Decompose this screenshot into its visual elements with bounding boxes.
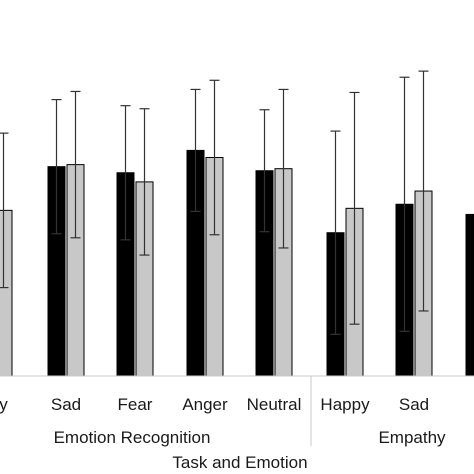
x-tick-label: Anger	[182, 395, 228, 414]
x-tick-label: ppy	[0, 395, 8, 414]
error-bar-series-2-4	[278, 88, 289, 249]
error-bar-series-2-0	[0, 132, 9, 289]
bars-layer	[0, 149, 474, 377]
error-bar-series-1-6	[399, 76, 410, 332]
group-labels-layer: Emotion Recognition Empathy	[54, 428, 446, 447]
x-tick-label: Sad	[51, 395, 81, 414]
error-bar-series-1-2	[120, 105, 131, 241]
tick-labels-layer: ppySadFearAngerNeutralHappySadF	[0, 395, 429, 414]
group-label: Emotion Recognition	[54, 428, 211, 447]
error-bar-series-1-5	[330, 130, 341, 335]
error-bar-series-2-2	[139, 108, 150, 256]
error-bar-series-2-5	[349, 91, 360, 325]
error-bars-layer	[0, 70, 429, 335]
bar-series-1-7	[465, 213, 474, 377]
x-tick-label: Fear	[118, 395, 153, 414]
error-bar-series-2-6	[418, 70, 429, 312]
error-bar-series-1-3	[190, 88, 201, 212]
x-tick-label: Sad	[399, 395, 429, 414]
error-bar-series-2-3	[209, 79, 220, 236]
error-bar-series-1-4	[259, 109, 270, 233]
x-tick-label: Neutral	[247, 395, 302, 414]
group-label: Empathy	[378, 428, 446, 447]
x-tick-label: Happy	[320, 395, 370, 414]
bar-series-2-0	[0, 209, 13, 377]
error-bar-series-2-1	[70, 90, 81, 239]
x-axis-title: Task and Emotion	[172, 453, 307, 472]
error-bar-series-1-1	[51, 98, 62, 235]
